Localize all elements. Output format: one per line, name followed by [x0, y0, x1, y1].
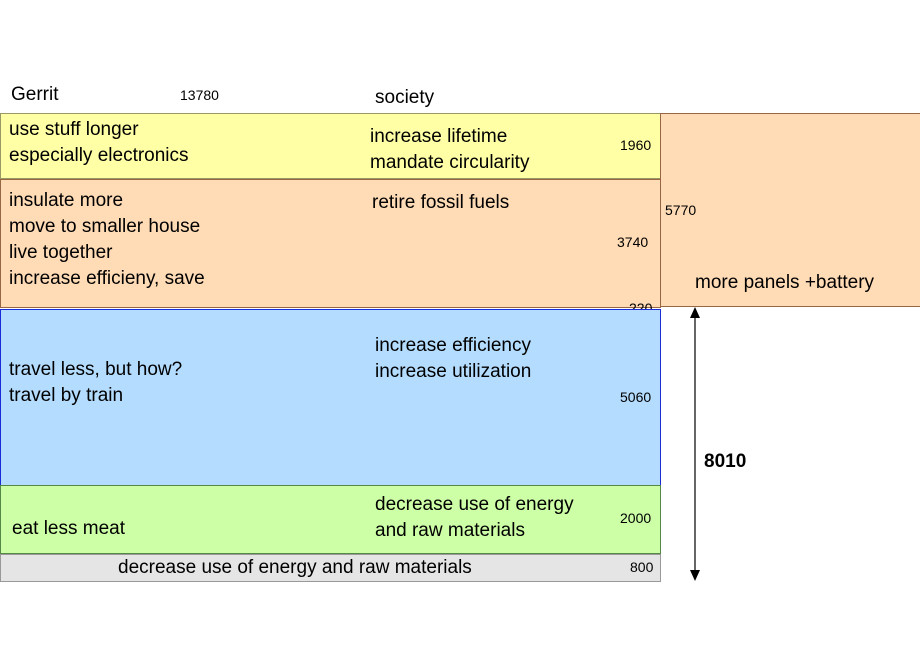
span-arrow-icon — [690, 307, 700, 581]
base-label: decrease use of energy and raw materials — [118, 557, 472, 578]
side-label: more panels +battery — [695, 272, 875, 293]
side-value: 5770 — [665, 202, 697, 218]
housing-personal-actions: insulate more move to smaller house live… — [9, 188, 205, 292]
stuff-society-line: mandate circularity — [370, 152, 530, 173]
food-society-actions: decrease use of energy and raw materials — [375, 492, 574, 544]
society-label: society — [375, 87, 435, 108]
food-society-line: decrease use of energy — [375, 494, 574, 515]
stuff-value: 1960 — [620, 137, 652, 153]
row-stuff: use stuff longer especially electronics … — [0, 113, 661, 179]
housing-personal-line: increase efficieny, save — [9, 268, 205, 289]
food-personal-actions: eat less meat — [12, 516, 125, 542]
person-label: Gerrit — [11, 84, 59, 105]
person-total: 13780 — [180, 87, 219, 103]
row-base: decrease use of energy and raw materials… — [0, 554, 661, 582]
food-personal-line: eat less meat — [12, 518, 125, 539]
travel-society-actions: increase efficiency increase utilization — [375, 333, 531, 385]
housing-personal-line: live together — [9, 242, 113, 263]
base-value: 800 — [630, 559, 654, 575]
travel-society-line: increase efficiency — [375, 335, 531, 356]
stuff-personal-line: especially electronics — [9, 145, 189, 166]
row-food: eat less meat decrease use of energy and… — [0, 485, 661, 554]
travel-value: 5060 — [620, 389, 652, 405]
side-solar-box: 5770 more panels +battery — [660, 113, 920, 307]
food-value: 2000 — [620, 510, 652, 526]
span-value: 8010 — [704, 451, 747, 472]
food-society-line: and raw materials — [375, 520, 525, 541]
housing-society-line: retire fossil fuels — [372, 192, 510, 213]
stuff-society-actions: increase lifetime mandate circularity — [370, 124, 529, 176]
housing-personal-line: insulate more — [9, 190, 124, 211]
travel-personal-line: travel less, but how? — [9, 359, 183, 380]
housing-value: 3740 — [617, 234, 649, 250]
housing-personal-line: move to smaller house — [9, 216, 201, 237]
row-travel: travel less, but how? travel by train in… — [0, 309, 661, 486]
stuff-personal-actions: use stuff longer especially electronics — [9, 117, 189, 169]
housing-society-actions: retire fossil fuels — [372, 190, 509, 216]
stuff-personal-line: use stuff longer — [9, 119, 139, 140]
travel-personal-line: travel by train — [9, 385, 124, 406]
stuff-society-line: increase lifetime — [370, 126, 508, 147]
row-housing: insulate more move to smaller house live… — [0, 179, 661, 308]
travel-personal-actions: travel less, but how? travel by train — [9, 357, 182, 409]
travel-society-line: increase utilization — [375, 361, 532, 382]
